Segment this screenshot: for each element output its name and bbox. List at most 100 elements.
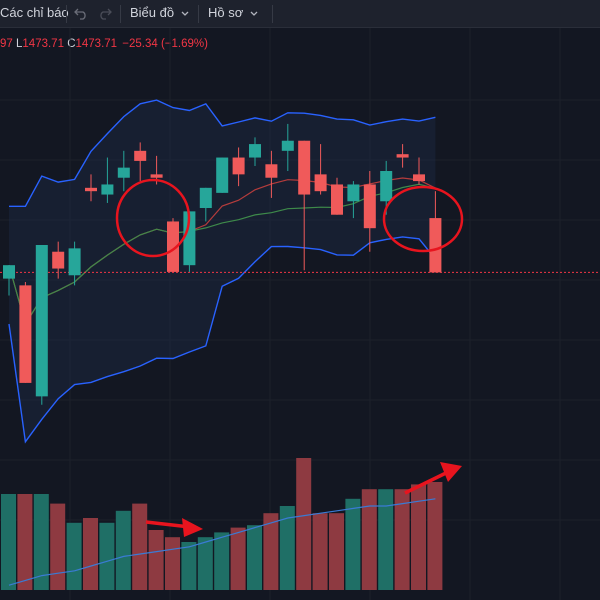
candle	[216, 157, 229, 193]
volume-bars-layer	[1, 458, 443, 590]
candle	[199, 187, 212, 222]
candle-body	[68, 248, 81, 276]
candle-body	[347, 184, 360, 202]
candle-body	[19, 285, 32, 383]
undo-icon	[74, 8, 86, 20]
candle	[396, 144, 409, 168]
volume-bar	[296, 458, 312, 590]
volume-bar	[50, 503, 66, 590]
chart-menu-button[interactable]: Biểu đồ	[130, 0, 192, 28]
candle	[52, 241, 65, 279]
volume-bar	[165, 537, 180, 590]
candle-body	[265, 164, 278, 178]
candle-body	[199, 187, 212, 208]
ohlc-low-value: 1473.71	[22, 38, 64, 50]
candle	[85, 174, 97, 202]
annotation-circle-right	[382, 185, 464, 253]
candle-body	[232, 157, 245, 175]
candle-body	[85, 187, 97, 192]
candle-body	[35, 245, 48, 397]
ohlc-low-key: L	[16, 38, 23, 50]
volume-bar	[345, 498, 361, 590]
candle-body	[167, 221, 179, 272]
candle	[281, 123, 294, 171]
volume-bar	[378, 489, 394, 590]
annotations-layer	[115, 178, 464, 537]
candle	[249, 137, 261, 166]
candle	[429, 191, 442, 273]
ohlc-close-value: 1473.71	[75, 38, 118, 50]
candle-body	[298, 140, 311, 195]
volume-bar	[312, 513, 328, 590]
bollinger-band-fill	[9, 100, 436, 442]
candle	[298, 140, 311, 271]
candle	[117, 150, 130, 192]
volume-bar	[394, 489, 410, 590]
candle-body	[363, 184, 376, 229]
candle-body	[150, 174, 163, 178]
candle-body	[314, 174, 327, 192]
bollinger-lower-line	[8, 236, 436, 444]
candle-body	[429, 218, 442, 273]
candle	[314, 144, 327, 195]
toolbar-divider	[198, 5, 199, 23]
toolbar-divider	[120, 5, 121, 23]
volume-bar	[427, 482, 443, 590]
candle-body	[134, 150, 147, 161]
volume-bar	[148, 530, 164, 590]
profile-menu-label: Hồ sơ	[208, 5, 244, 20]
candle-body	[101, 184, 114, 195]
ohlc-change: −25.34 (−1.69%)	[122, 38, 208, 50]
candle-body	[52, 251, 65, 269]
volume-bar	[230, 527, 246, 590]
candle	[167, 218, 179, 272]
volume-bar	[197, 537, 213, 590]
volume-bar	[263, 513, 279, 590]
bollinger-upper-line	[9, 99, 436, 208]
volume-bar	[361, 489, 377, 590]
candle	[363, 171, 376, 252]
volume-bar	[132, 503, 148, 590]
candle	[347, 181, 360, 219]
ohlc-prev-value: 97	[0, 38, 13, 50]
candle	[3, 265, 15, 296]
candle-body	[183, 211, 196, 266]
candle	[68, 241, 81, 286]
candle	[35, 245, 48, 405]
volume-ma-line	[8, 498, 436, 586]
volume-bar	[329, 513, 344, 590]
volume-bar	[1, 494, 16, 590]
profile-menu-button[interactable]: Hồ sơ	[208, 0, 261, 28]
candle	[101, 157, 114, 203]
candle	[134, 142, 147, 182]
candle	[19, 282, 32, 383]
annotation-arrow-middle	[145, 518, 203, 537]
volume-bar	[181, 542, 197, 590]
volume-bar	[17, 494, 33, 590]
ohlc-legend: 97 L1473.71 C1473.71 −25.34 (−1.69%)	[0, 38, 208, 50]
indicators-button[interactable]: Các chỉ báo	[0, 5, 69, 20]
candle-body	[413, 174, 425, 182]
chevron-down-icon	[181, 11, 189, 16]
volume-bar	[33, 494, 49, 590]
candle	[265, 150, 278, 198]
candle-body	[380, 171, 393, 202]
annotation-circle-left	[115, 178, 191, 258]
volume-bar	[99, 522, 115, 590]
candle-body	[249, 144, 261, 158]
candle-body	[331, 184, 343, 215]
volume-bar	[279, 506, 295, 590]
volume-bar	[214, 532, 230, 590]
undo-button[interactable]	[74, 0, 88, 28]
candle-body	[396, 154, 409, 158]
price-chart[interactable]	[0, 28, 600, 600]
candle-body	[117, 167, 130, 178]
redo-button[interactable]	[98, 0, 112, 28]
volume-bar	[115, 510, 131, 590]
candle-body	[216, 157, 229, 193]
candles-layer	[3, 123, 442, 405]
top-toolbar: Các chỉ báo Biểu đồ Hồ sơ	[0, 0, 600, 28]
ohlc-close-key: C	[67, 38, 76, 50]
volume-bar	[66, 522, 82, 590]
candle-body	[281, 140, 294, 151]
